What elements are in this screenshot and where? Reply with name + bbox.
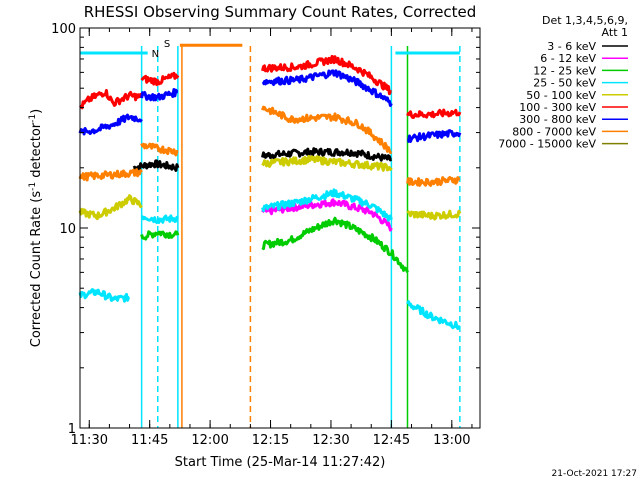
x-tick-label-5: 12:45 [373, 433, 410, 448]
legend-label-2: 12 - 25 keV [533, 64, 596, 77]
series-trace-5-2 [261, 54, 392, 96]
series-trace-6-1 [140, 88, 179, 102]
x-tick-label-1: 11:45 [131, 433, 168, 448]
legend-label-1: 6 - 12 keV [540, 52, 596, 65]
legend-label-0: 3 - 6 keV [547, 40, 596, 53]
plot-area: NS [80, 39, 461, 428]
series-trace-1-0 [261, 198, 393, 232]
legend-label-7: 800 - 7000 keV [512, 125, 596, 138]
legend-label-4: 50 - 100 keV [526, 89, 596, 102]
x-tick-label-6: 13:00 [433, 433, 470, 448]
series-trace-5-0 [78, 89, 144, 110]
x-axis-label: Start Time (25-Mar-14 11:27:42) [175, 455, 386, 470]
x-tick-label-4: 12:30 [312, 433, 349, 448]
legend-header-0: Det 1,3,4,5,6,9, [542, 14, 628, 27]
plot-frame [79, 27, 481, 429]
series-trace-5-1 [140, 71, 180, 87]
chart-title: RHESSI Observing Summary Count Rates, Co… [84, 3, 477, 21]
y-axis-label: Corrected Count Rate (s-1 detector-1) [28, 109, 44, 347]
x-tick-label-3: 12:15 [252, 433, 289, 448]
legend-header-1: Att 1 [602, 26, 628, 39]
series-trace-2-1 [261, 216, 409, 273]
series-trace-6-3 [407, 129, 462, 143]
series-trace-0-0 [132, 159, 180, 172]
axis-layer: 11:30 11:45 12:00 12:15 12:30 12:45 13:00 1 10 10… [51, 22, 480, 448]
series-trace-4-0 [78, 194, 143, 221]
series-trace-3-1 [140, 214, 179, 224]
series-trace-6-2 [261, 69, 393, 107]
y-tick-label-0: 1 [68, 422, 76, 437]
series-trace-3-0 [78, 288, 130, 303]
series-trace-4-2 [406, 209, 462, 221]
x-tick-label-2: 12:00 [191, 433, 228, 448]
series-trace-2-0 [140, 230, 180, 241]
x-tick-label-0: 11:30 [71, 433, 108, 448]
legend-label-8: 7000 - 15000 keV [498, 138, 596, 151]
legend-label-5: 100 - 300 keV [519, 101, 596, 114]
series-trace-7-0 [78, 168, 143, 182]
series-trace-5-3 [406, 108, 462, 119]
y-tick-label-1: 10 [59, 222, 76, 237]
legend-label-3: 25 - 50 keV [533, 77, 596, 90]
generated-timestamp: 21-Oct-2021 17:27 [552, 469, 637, 479]
series-trace-7-3 [406, 176, 461, 187]
flag-label-S: S [164, 39, 170, 50]
series-trace-0-1 [261, 147, 392, 162]
data-layer [78, 54, 462, 330]
y-tick-label-2: 100 [51, 22, 76, 37]
series-trace-6-0 [78, 113, 143, 136]
legend-label-6: 300 - 800 keV [519, 113, 596, 126]
series-trace-3-2 [261, 188, 393, 222]
flag-label-N: N [152, 49, 159, 60]
series-trace-7-1 [140, 142, 179, 157]
series-trace-7-2 [261, 105, 393, 155]
series-trace-4-1 [261, 154, 393, 172]
series-trace-3-3 [406, 300, 461, 330]
